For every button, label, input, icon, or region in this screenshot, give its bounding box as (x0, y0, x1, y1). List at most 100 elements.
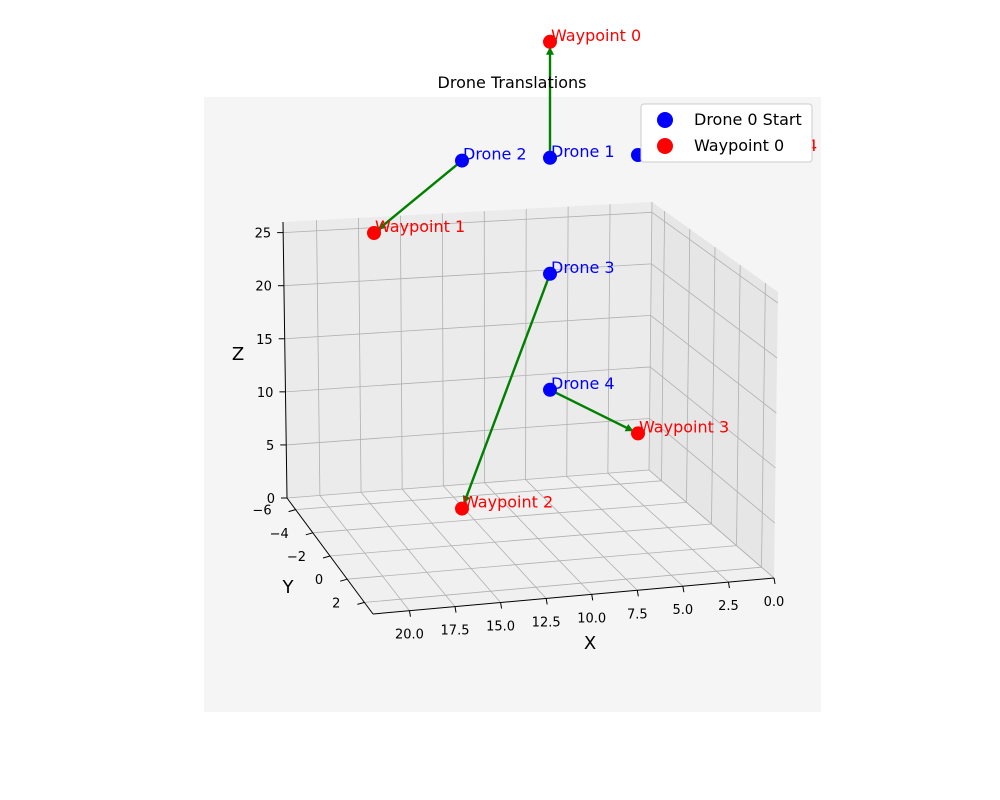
waypoint-point (367, 226, 381, 240)
legend-label-drone: Drone 0 Start (694, 110, 802, 129)
grid-line-y-side (661, 210, 665, 481)
grid-line-z-side (651, 263, 778, 359)
waypoint-label: Waypoint 0 (551, 26, 641, 45)
x-tick-label: 10.0 (577, 611, 606, 626)
x-tick-label: 5.0 (673, 603, 694, 618)
y-tick-mark (357, 601, 365, 605)
x-tick-label: 20.0 (395, 628, 424, 643)
grid-line-z-side (649, 418, 776, 524)
x-tick-label: 7.5 (627, 607, 648, 622)
drone-label: Drone 4 (551, 374, 615, 393)
z-tick-label: 10 (257, 386, 274, 401)
x-tick-mark (500, 602, 503, 609)
grid-line-x-back (316, 220, 321, 496)
grid-line-z-side (650, 315, 777, 414)
waypoint-point (455, 501, 469, 516)
y-tick-mark (340, 578, 348, 582)
grid-line-y-floor (364, 566, 762, 603)
grid-line-y-floor (295, 480, 662, 510)
grid-line-x-back (566, 206, 569, 477)
x-tick-label: 12.5 (532, 615, 561, 630)
grid-line-y-side (761, 282, 766, 568)
grid-line-x-back (358, 217, 362, 493)
waypoint-point (543, 34, 557, 49)
legend-box (640, 103, 813, 163)
grid-line-x-back (400, 215, 403, 490)
waypoint-label: Waypoint 3 (639, 417, 729, 436)
x-tick-mark (773, 577, 776, 585)
grid-line-z-back (286, 418, 650, 446)
z-tick-label: 15 (256, 333, 273, 348)
grid-line-z-back (283, 263, 652, 287)
drone-point (455, 153, 469, 168)
x-tick-label: 0.0 (764, 595, 785, 610)
x-axis-line (372, 577, 775, 615)
drone-label: Drone 2 (463, 145, 527, 164)
drone-point (543, 266, 557, 281)
legend-label-waypoint: Waypoint 0 (694, 136, 784, 155)
x-tick-mark (727, 582, 730, 589)
grid-line-x-back (525, 208, 527, 480)
drone-label: Drone 1 (551, 142, 615, 161)
grid-line-y-side (686, 228, 691, 503)
y-tick-mark (288, 509, 296, 513)
waypoint-label: Waypoint 1 (375, 217, 465, 236)
y-axis-label: Y (282, 577, 295, 598)
grid-line-x-back (648, 201, 653, 471)
grid-line-y-floor (347, 545, 737, 580)
x-tick-label: 2.5 (718, 599, 739, 614)
z-axis-line (282, 221, 288, 499)
y-tick-mark (322, 555, 331, 559)
grid-line-y-side (736, 264, 741, 546)
waypoint-point (631, 426, 645, 441)
y-tick-label: 0 (315, 573, 323, 588)
grid-line-y-floor (312, 502, 687, 534)
x-axis-label: X (584, 633, 596, 654)
y-tick-label: −2 (287, 550, 306, 565)
grid-line-y-side (711, 246, 716, 525)
translation-arrow (549, 388, 634, 432)
waypoint-label: Waypoint 2 (463, 493, 553, 512)
x-tick-mark (591, 594, 594, 601)
x-tick-mark (682, 586, 685, 593)
z-axis-label: Z (232, 344, 244, 365)
axes-panes (283, 202, 778, 614)
legend-marker-waypoint (657, 138, 673, 154)
z-tick-label: 5 (266, 439, 274, 454)
grid-lines (283, 201, 779, 611)
grid-line-z-back (285, 366, 651, 393)
y-tick-label: −4 (270, 527, 289, 542)
grid-line-z-side (649, 366, 776, 469)
grid-line-z-back (284, 314, 651, 340)
grid-line-z-back (283, 211, 652, 234)
legend-marker-drone (657, 112, 673, 128)
x-tick-mark (545, 598, 548, 605)
z-tick-label: 25 (255, 227, 272, 242)
legend: Drone 0 Start Waypoint 0 (640, 103, 813, 163)
x-tick-mark (454, 606, 457, 613)
y-tick-label: 2 (332, 596, 340, 611)
drone-point (543, 150, 557, 165)
y-tick-mark (305, 532, 313, 536)
drone-label: Drone 3 (551, 258, 615, 277)
y-tick-label: −6 (252, 504, 271, 519)
grid-line-z-side (648, 469, 775, 579)
grid-line-y-floor (329, 523, 712, 557)
x-tick-mark (636, 590, 639, 597)
translation-arrow (377, 159, 463, 230)
x-tick-label: 15.0 (486, 620, 515, 635)
grid-line-x-back (441, 213, 444, 486)
tick-labels: 0.02.55.07.510.012.515.017.520.0−6−4−202… (252, 227, 784, 643)
translation-arrow (462, 273, 552, 504)
back-pane (283, 202, 652, 498)
grid-line-z-side (651, 211, 779, 304)
x-tick-mark (408, 610, 411, 617)
z-tick-label: 0 (267, 492, 275, 507)
x-tick-label: 17.5 (441, 624, 470, 639)
drone-point (543, 382, 557, 397)
floor-pane (287, 470, 774, 614)
grid-line-x-back (607, 204, 611, 474)
chart-title: Drone Translations (438, 73, 587, 92)
z-tick-label: 20 (255, 280, 272, 295)
grid-line-z-back (286, 469, 650, 499)
